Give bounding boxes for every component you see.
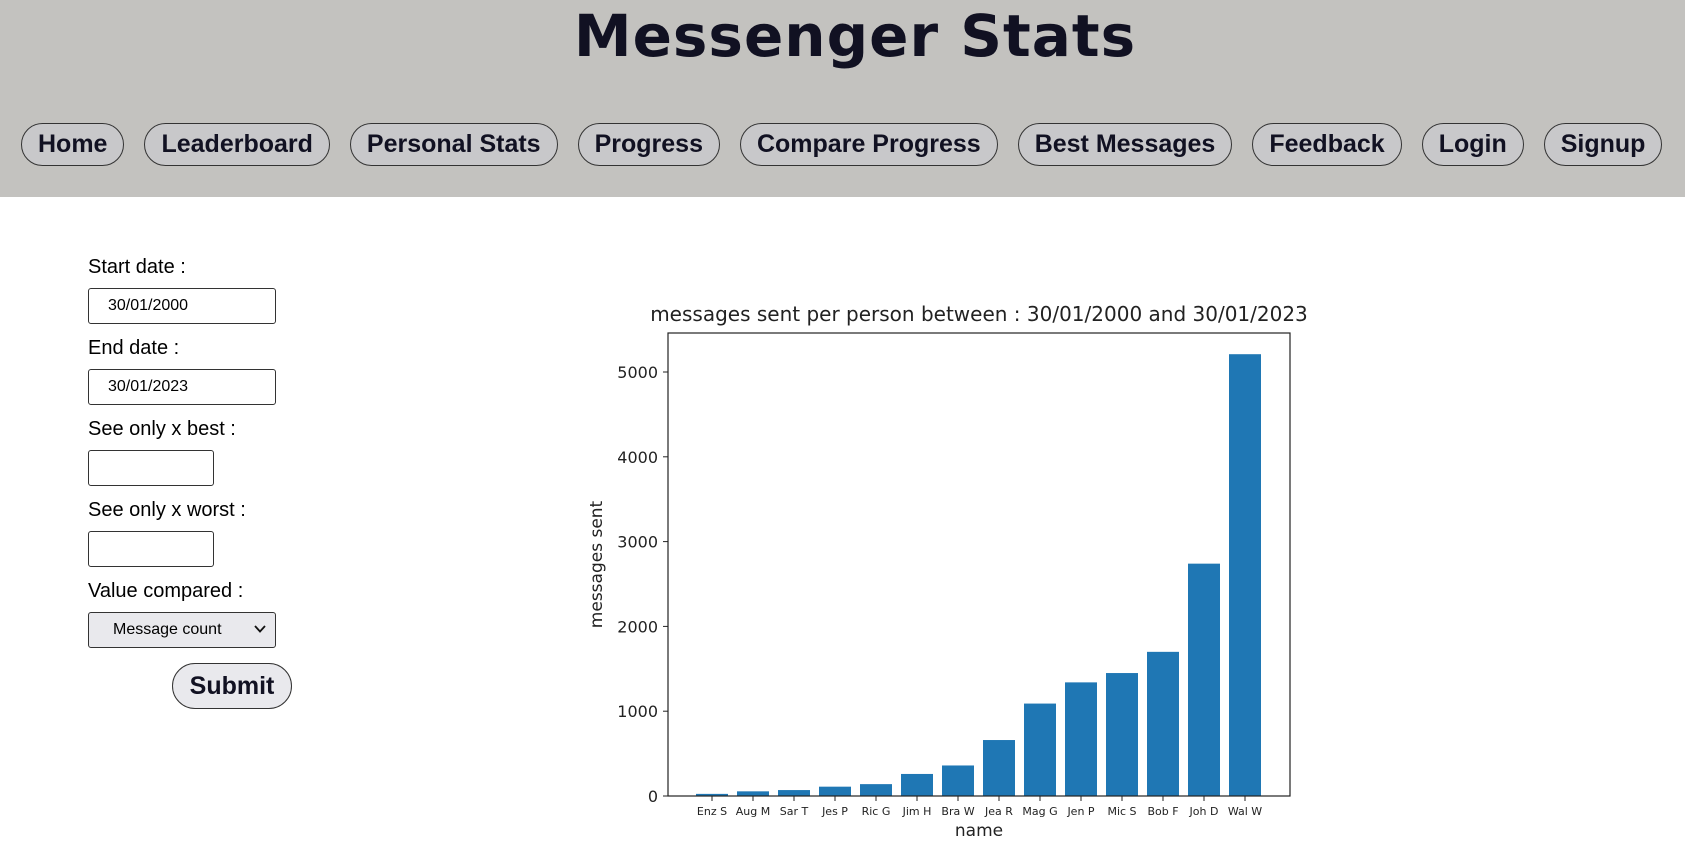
submit-button[interactable]: Submit — [172, 663, 292, 709]
x-tick-label: Jim H — [902, 805, 932, 818]
x-tick-label: Bob F — [1147, 805, 1178, 818]
bar-aug-m — [737, 791, 769, 796]
nav-personal-stats-button[interactable]: Personal Stats — [349, 123, 558, 166]
bar-jen-p — [1065, 682, 1097, 796]
bar-enz-s — [696, 793, 728, 796]
nav-signup-button[interactable]: Signup — [1543, 123, 1663, 166]
bar-mic-s — [1106, 673, 1138, 796]
y-tick-label: 1000 — [617, 702, 658, 721]
header-bar: Messenger Stats Home Leaderboard Persona… — [0, 0, 1685, 197]
nav-feedback-button[interactable]: Feedback — [1252, 123, 1402, 166]
x-tick-label: Mag G — [1022, 805, 1057, 818]
chevron-down-icon — [254, 625, 266, 633]
start-date-label: Start date : — [88, 256, 186, 278]
bar-joh-d — [1188, 563, 1220, 796]
plot-area: Enz S Aug M Sar T Jes P Ric G Jim H Bra W Jea R… — [617, 332, 1291, 818]
end-date-input[interactable] — [88, 369, 276, 405]
x-tick-label: Jen P — [1066, 805, 1094, 818]
nav-progress-button[interactable]: Progress — [577, 123, 720, 166]
best-count-label: See only x best : — [88, 418, 236, 440]
y-tick-label: 3000 — [617, 533, 658, 552]
plot-frame — [667, 332, 1291, 797]
nav-home-button[interactable]: Home — [21, 123, 125, 166]
bar-bob-f — [1147, 651, 1179, 796]
bar-bra-w — [942, 765, 974, 796]
x-tick-label: Ric G — [862, 805, 891, 818]
worst-count-input[interactable] — [88, 531, 214, 567]
bar-jea-r — [983, 740, 1015, 796]
x-tick-label: Jes P — [821, 805, 848, 818]
x-tick-label: Wal W — [1228, 805, 1262, 818]
x-tick-label: Bra W — [941, 805, 974, 818]
x-tick-label: Aug M — [736, 805, 770, 818]
bar-ric-g — [860, 784, 892, 796]
x-tick-label: Mic S — [1107, 805, 1136, 818]
value-compared-select[interactable]: Message count — [88, 612, 276, 648]
y-tick-label: 0 — [648, 787, 658, 806]
bar-chart: messages sent per person between : 30/01… — [587, 302, 1308, 841]
bar-jes-p — [819, 786, 851, 796]
end-date-label: End date : — [88, 337, 180, 359]
chart-title: messages sent per person between : 30/01… — [650, 302, 1308, 326]
bar-jim-h — [901, 773, 933, 796]
worst-count-label: See only x worst : — [88, 499, 246, 521]
y-axis-label: messages sent — [587, 500, 607, 628]
start-date-input[interactable] — [88, 288, 276, 324]
site-title: Messenger Stats — [573, 2, 1137, 70]
filter-form: Start date : End date : See only x best … — [88, 255, 408, 709]
best-count-input[interactable] — [88, 450, 214, 486]
x-axis-label: name — [955, 821, 1003, 841]
x-tick-label: Enz S — [697, 805, 727, 818]
y-tick-label: 5000 — [617, 363, 658, 382]
bar-sar-t — [778, 790, 810, 796]
nav-leaderboard-button[interactable]: Leaderboard — [144, 123, 330, 166]
nav-best-messages-button[interactable]: Best Messages — [1017, 123, 1233, 166]
nav-compare-progress-button[interactable]: Compare Progress — [739, 123, 998, 166]
x-tick-label: Jea R — [984, 805, 1013, 818]
bar-mag-g — [1024, 703, 1056, 796]
value-compared-label: Value compared : — [88, 580, 244, 602]
y-tick-label: 2000 — [617, 617, 658, 636]
nav-login-button[interactable]: Login — [1421, 123, 1524, 166]
y-tick-label: 4000 — [617, 448, 658, 467]
nav-bar: Home Leaderboard Personal Stats Progress… — [21, 123, 1663, 166]
x-tick-label: Joh D — [1189, 805, 1219, 818]
bar-wal-w — [1229, 354, 1261, 796]
x-tick-label: Sar T — [780, 805, 809, 818]
value-compared-selected: Message count — [113, 621, 222, 638]
